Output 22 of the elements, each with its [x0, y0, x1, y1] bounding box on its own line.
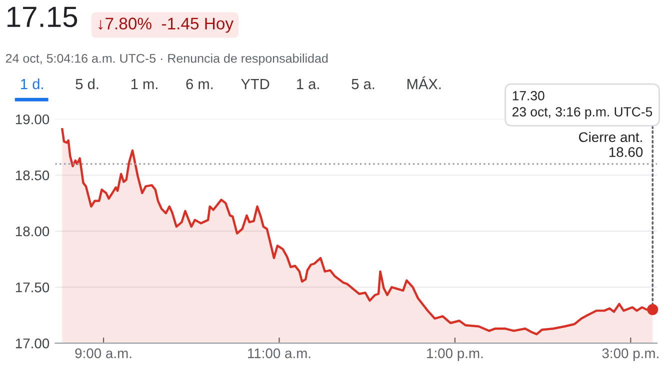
text: YTD: [241, 79, 270, 90]
x-tick-label: 1:00 p.m.: [427, 348, 483, 361]
ref-line-label: Cierre ant. 18.60: [579, 132, 643, 158]
text: 1 m.: [131, 79, 158, 90]
text: 1 d.: [21, 78, 43, 90]
text: 5 d.: [76, 78, 98, 90]
text: 5 a.: [352, 79, 374, 90]
text: MÁX.: [408, 76, 441, 90]
y-tick-label: 17.50: [16, 282, 50, 292]
annotation: 17.30 23 oct, 3:16 p.m. UTC-5: [512, 91, 652, 120]
x-tick-label: 9:00 a.m.: [75, 348, 132, 358]
x-tick-label: 3:00 p.m.: [602, 348, 658, 361]
y-tick-label: 18.00: [16, 226, 50, 236]
text: 1 a.: [297, 79, 319, 90]
x-tick-label: 11:00 a.m.: [248, 348, 310, 358]
chart-subtitle: ↓7.80% -1.45 Hoy: [98, 18, 234, 33]
text: 24 oct, 5:04:16 a.m. UTC-5 · Renuncia de responsabilidad: [6, 54, 328, 66]
y-tick-label: 17.00: [16, 338, 50, 348]
y-tick-label: 19.00: [16, 114, 50, 124]
text: 6 m.: [186, 78, 213, 90]
y-tick-label: 18.50: [16, 170, 50, 180]
chart-title: 17.15: [8, 6, 78, 28]
